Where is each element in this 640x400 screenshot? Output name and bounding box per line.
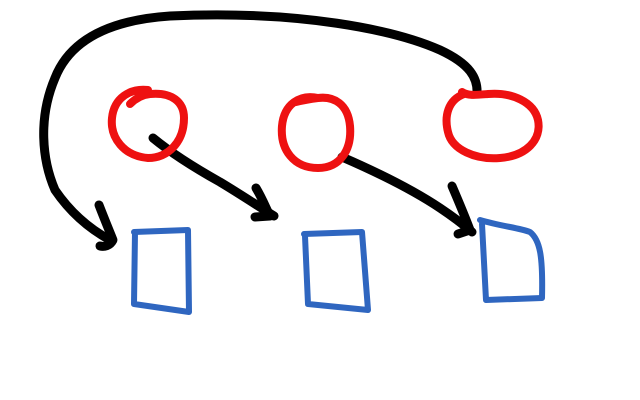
circles-group: [107, 85, 543, 172]
circle-3: [442, 88, 543, 163]
arrowhead-square3: [447, 181, 475, 239]
circle-2: [277, 93, 355, 172]
circle-1: [107, 85, 188, 162]
square-3: [477, 217, 546, 303]
arrowhead-square2: [250, 183, 275, 222]
arrowhead-square1: [94, 200, 118, 251]
square-2: [301, 229, 371, 313]
arrow-circle3-to-square1: [39, 10, 482, 245]
squares-group: [131, 217, 546, 315]
square-1: [131, 227, 192, 315]
